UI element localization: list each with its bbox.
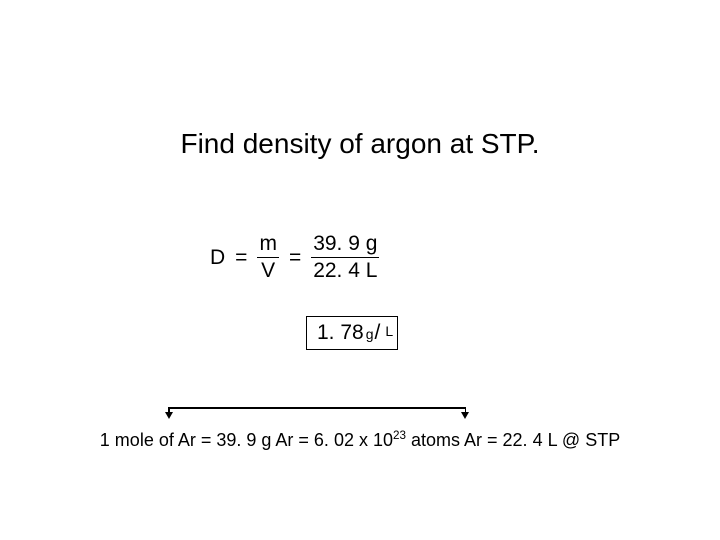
mole-equivalence-line: 1 mole of Ar = 39. 9 g Ar = 6. 02 x 1023… — [0, 430, 720, 451]
slide: Find density of argon at STP. D = m V = … — [0, 0, 720, 540]
fraction-m-over-v: m V — [257, 232, 279, 283]
unit-top: g — [368, 326, 376, 339]
eq-equals-1: = — [235, 246, 247, 270]
unit-bot: L — [379, 326, 387, 339]
bottom-text-2: atoms Ar = 22. 4 L @ STP — [406, 430, 620, 450]
numerator-m: m — [257, 232, 279, 258]
denominator-v: V — [259, 258, 277, 283]
answer-unit: g / L — [368, 321, 387, 345]
arrow-down-left-icon — [165, 412, 173, 419]
eq-lhs: D — [210, 246, 225, 270]
bracket-hline — [168, 407, 466, 409]
answer-value: 1. 78 — [317, 321, 364, 345]
numerator-mass: 39. 9 g — [311, 232, 379, 258]
slide-title: Find density of argon at STP. — [0, 128, 720, 160]
denominator-volume: 22. 4 L — [311, 258, 379, 283]
bracket-connector — [168, 398, 466, 418]
exponent-23: 23 — [393, 429, 406, 442]
density-equation: D = m V = 39. 9 g 22. 4 L — [210, 232, 379, 283]
fraction-values: 39. 9 g 22. 4 L — [311, 232, 379, 283]
answer-box: 1. 78 g / L — [306, 316, 398, 350]
bottom-text-1: 1 mole of Ar = 39. 9 g Ar = 6. 02 x 10 — [100, 430, 393, 450]
eq-equals-2: = — [289, 246, 301, 270]
arrow-down-right-icon — [461, 412, 469, 419]
